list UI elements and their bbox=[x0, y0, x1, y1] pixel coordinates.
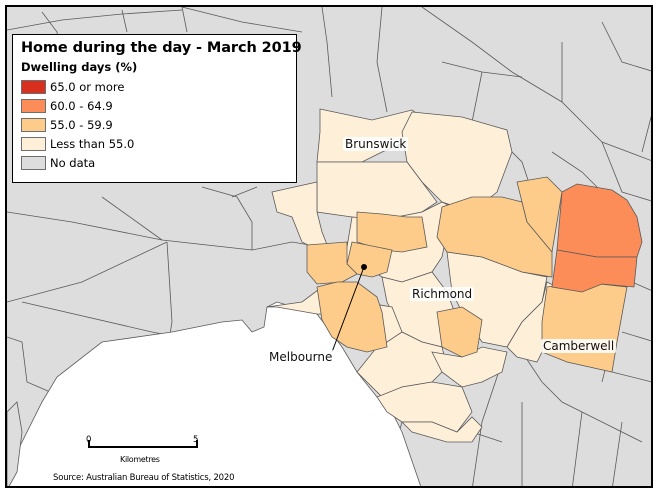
label-richmond: Richmond bbox=[410, 287, 475, 301]
scale-bar-line bbox=[88, 446, 198, 448]
legend-label: 60.0 - 64.9 bbox=[50, 98, 113, 113]
legend-item-no-data: No data bbox=[21, 153, 288, 172]
legend-label: 55.0 - 59.9 bbox=[50, 117, 113, 132]
scale-unit-label: Kilometres bbox=[120, 455, 160, 464]
melbourne-pointer-line bbox=[331, 266, 365, 353]
60-to-64-9-regions[interactable] bbox=[551, 183, 643, 293]
swatch-65-plus bbox=[21, 79, 46, 94]
legend-subtitle: Dwelling days (%) bbox=[21, 60, 138, 74]
legend-item-less-55: Less than 55.0 bbox=[21, 134, 288, 153]
scale-start-label: 0 bbox=[86, 435, 92, 445]
legend-label: No data bbox=[50, 155, 96, 170]
scale-tick-left bbox=[88, 440, 90, 448]
source-note: Source: Australian Bureau of Statistics,… bbox=[53, 473, 235, 483]
map-legend: Home during the day - March 2019 Dwellin… bbox=[12, 34, 302, 183]
west-shore-land bbox=[7, 401, 23, 486]
legend-item-55-60: 55.0 - 59.9 bbox=[21, 115, 288, 134]
legend-item-65-plus: 65.0 or more bbox=[21, 77, 288, 96]
label-brunswick: Brunswick bbox=[343, 137, 409, 151]
label-melbourne: Melbourne bbox=[267, 350, 335, 364]
swatch-less-55 bbox=[21, 136, 46, 151]
scale-tick-right bbox=[196, 440, 198, 448]
grey-boundaries bbox=[7, 7, 651, 486]
swatch-55-60 bbox=[21, 117, 46, 132]
swatch-no-data bbox=[21, 155, 46, 170]
swatch-60-65 bbox=[21, 98, 46, 113]
scale-bar bbox=[88, 438, 198, 448]
legend-item-60-65: 60.0 - 64.9 bbox=[21, 96, 288, 115]
label-camberwell: Camberwell bbox=[541, 339, 617, 353]
legend-label: 65.0 or more bbox=[50, 79, 125, 94]
legend-title: Home during the day - March 2019 bbox=[21, 40, 302, 56]
melbourne-point-marker bbox=[361, 264, 367, 270]
scale-end-label: 5 bbox=[193, 435, 199, 445]
legend-label: Less than 55.0 bbox=[50, 136, 135, 151]
